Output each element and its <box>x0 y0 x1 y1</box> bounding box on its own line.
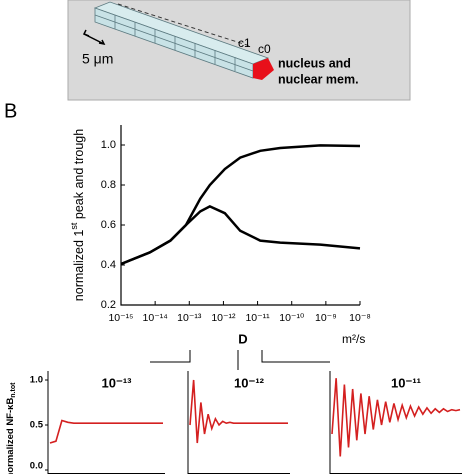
y-label-part: normalized NF-κB <box>5 398 16 474</box>
y-label-part: n.tot <box>10 382 17 398</box>
y-tick-label: 0.5 <box>30 420 44 431</box>
x-tick-label: 10⁻¹⁴ <box>143 312 168 324</box>
y-tick-label: 0.0 <box>30 461 43 472</box>
panel-title: 10⁻¹² <box>234 375 265 390</box>
panel-label: B <box>4 100 17 122</box>
x-tick-label: 10⁻¹⁰ <box>279 312 305 324</box>
trace <box>189 379 288 444</box>
x-tick-label: 10⁻¹² <box>211 312 236 324</box>
panel-title: 10⁻¹¹ <box>391 375 421 390</box>
x-unit-label: m²/s <box>342 332 365 346</box>
scale-arrow <box>82 29 106 46</box>
axis <box>120 125 360 306</box>
nucleus-cube <box>253 58 274 80</box>
panel-title: 10⁻¹³ <box>102 375 133 390</box>
y-tick-label: 0.4 <box>101 259 116 271</box>
scale-label: 5 μm <box>82 51 113 67</box>
x-tick-label: 10⁻¹⁵ <box>108 312 133 324</box>
y-label-part: peak and trough <box>72 129 86 223</box>
x-tick-label: 10⁻⁹ <box>315 312 337 324</box>
nucleus-label: nuclear mem. <box>278 72 359 86</box>
x-tick-label: 10⁻¹¹ <box>245 312 270 324</box>
brackets <box>150 350 330 370</box>
y-tick-label: 0.8 <box>101 179 116 191</box>
y-tick-label: 1.0 <box>30 375 43 386</box>
axis-dash <box>117 3 251 47</box>
c1-label: c1 <box>238 36 251 50</box>
c0-label: c0 <box>258 42 271 56</box>
x-tick-label: 10⁻¹³ <box>177 312 202 324</box>
y-axis-label: normalized NF-κBn.tot <box>5 382 18 474</box>
y-axis-label: normalized 1st peak and trough <box>69 129 86 301</box>
y-label-part: st <box>69 222 79 230</box>
y-label-part: normalized 1 <box>72 230 86 302</box>
y-tick-label: 1.0 <box>101 139 116 151</box>
y-tick-label: 0.2 <box>101 299 116 311</box>
nucleus-label: nucleus and <box>278 56 351 70</box>
curve <box>120 205 361 266</box>
x-tick-label: 10⁻⁸ <box>349 312 371 324</box>
x-axis-label: D <box>238 331 247 346</box>
y-tick-label: 0.6 <box>101 219 116 231</box>
trace <box>49 419 163 444</box>
trace <box>331 378 461 457</box>
